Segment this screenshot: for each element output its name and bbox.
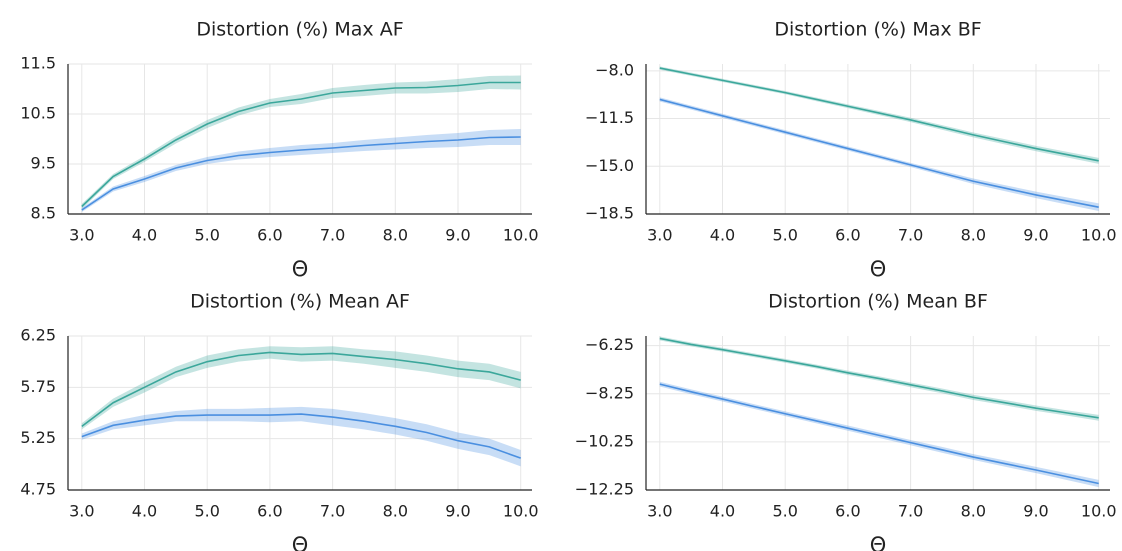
confidence-band [659, 66, 1099, 164]
x-tick-label: 4.0 [710, 226, 735, 245]
x-tick-label: 8.0 [383, 502, 408, 521]
confidence-band [81, 406, 521, 467]
y-tick-label: −11.5 [585, 108, 634, 127]
x-tick-label: 3.0 [647, 226, 672, 245]
line [81, 81, 521, 208]
x-tick-label: 6.0 [835, 226, 860, 245]
line [659, 383, 1099, 485]
x-tick-label: 7.0 [898, 226, 923, 245]
line [81, 413, 521, 459]
line [81, 136, 521, 211]
x-tick-label: 10.0 [503, 502, 539, 521]
x-tick-label: 4.0 [132, 502, 157, 521]
x-tick-label: 10.0 [1081, 226, 1117, 245]
x-tick-label: 9.0 [1023, 502, 1048, 521]
y-tick-label: 6.25 [20, 326, 56, 345]
x-axis-label: Θ [870, 533, 887, 551]
x-tick-label: 3.0 [69, 226, 94, 245]
x-axis-label: Θ [292, 257, 309, 281]
y-tick-label: −8.0 [595, 60, 634, 79]
x-tick-label: 8.0 [383, 226, 408, 245]
y-tick-label: −15.0 [585, 156, 634, 175]
x-tick-label: 9.0 [445, 226, 470, 245]
x-tick-label: 3.0 [69, 502, 94, 521]
line [659, 98, 1099, 208]
x-tick-label: 9.0 [1023, 226, 1048, 245]
confidence-band [81, 75, 521, 209]
y-tick-label: −6.25 [585, 335, 634, 354]
chart-title: Distortion (%) Mean BF [768, 291, 988, 313]
y-tick-label: 8.5 [31, 204, 56, 223]
x-axis-label: Θ [292, 533, 309, 551]
line [659, 67, 1099, 162]
x-tick-label: 6.0 [835, 502, 860, 521]
x-tick-label: 4.0 [710, 502, 735, 521]
confidence-band [659, 97, 1099, 211]
x-tick-label: 4.0 [132, 226, 157, 245]
x-tick-label: 7.0 [898, 502, 923, 521]
x-axis-label: Θ [870, 257, 887, 281]
y-tick-label: 11.5 [20, 54, 56, 73]
y-tick-label: 5.75 [20, 377, 56, 396]
y-tick-label: 5.25 [20, 428, 56, 447]
confidence-band [81, 129, 521, 212]
x-tick-label: 5.0 [772, 502, 797, 521]
chart-title: Distortion (%) Max AF [196, 19, 403, 41]
y-tick-label: 4.75 [20, 480, 56, 499]
x-tick-label: 9.0 [445, 502, 470, 521]
y-tick-label: −12.25 [575, 480, 634, 499]
chart-title: Distortion (%) Max BF [774, 19, 981, 41]
x-tick-label: 10.0 [1081, 502, 1117, 521]
line [659, 337, 1099, 419]
x-tick-label: 5.0 [772, 226, 797, 245]
x-tick-label: 8.0 [961, 502, 986, 521]
line [81, 351, 521, 427]
x-tick-label: 7.0 [320, 502, 345, 521]
y-tick-label: 9.5 [31, 154, 56, 173]
x-tick-label: 8.0 [961, 226, 986, 245]
x-tick-label: 5.0 [194, 226, 219, 245]
chart-title: Distortion (%) Mean AF [190, 291, 410, 313]
y-tick-label: −18.5 [585, 204, 634, 223]
x-tick-label: 6.0 [257, 502, 282, 521]
y-tick-label: −8.25 [585, 383, 634, 402]
y-tick-label: 10.5 [20, 104, 56, 123]
x-tick-label: 7.0 [320, 226, 345, 245]
x-tick-label: 6.0 [257, 226, 282, 245]
x-tick-label: 5.0 [194, 502, 219, 521]
x-tick-label: 10.0 [503, 226, 539, 245]
y-tick-label: −10.25 [575, 431, 634, 450]
x-tick-label: 3.0 [647, 502, 672, 521]
confidence-band [659, 381, 1099, 488]
